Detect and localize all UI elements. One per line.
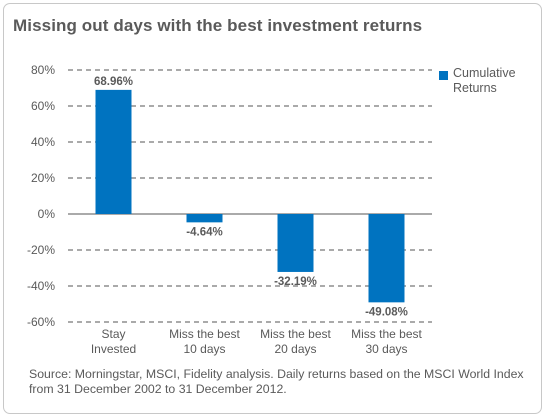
x-category-label: Miss the best	[351, 327, 422, 341]
bar	[368, 214, 405, 303]
y-tick-label: 40%	[31, 135, 55, 149]
x-category-label: 10 days	[183, 342, 225, 356]
x-category-label: Stay	[101, 327, 125, 341]
source-note: Source: Morningstar, MSCI, Fidelity anal…	[29, 367, 524, 396]
legend-label: Cumulative Returns	[453, 66, 516, 95]
chart-title: Missing out days with the best investmen…	[13, 16, 423, 35]
data-label: -49.08%	[365, 306, 408, 318]
y-tick-label: -40%	[27, 279, 55, 293]
x-category-label: Invested	[91, 342, 136, 356]
y-tick-label: -60%	[27, 315, 55, 329]
x-category-label: 20 days	[274, 342, 316, 356]
y-tick-label: 60%	[31, 99, 55, 113]
y-tick-label: 0%	[38, 207, 56, 221]
chart-frame	[3, 3, 542, 414]
bar	[277, 214, 314, 272]
x-category-label: Miss the best	[260, 327, 331, 341]
x-category-label: 30 days	[365, 342, 407, 356]
y-tick-label: 80%	[31, 63, 55, 77]
bar-layer	[95, 89, 405, 303]
y-tick-label: 20%	[31, 171, 55, 185]
legend: Cumulative Returns	[439, 66, 533, 96]
y-tick-label: -20%	[27, 243, 55, 257]
legend-swatch	[439, 71, 448, 80]
x-category-label: Miss the best	[169, 327, 240, 341]
data-label-layer: 68.96% -4.64% -32.19% -49.08%	[94, 76, 408, 318]
bar	[95, 89, 132, 214]
data-label: 68.96%	[94, 76, 133, 88]
bar	[186, 214, 223, 223]
data-label: -4.64%	[186, 226, 222, 238]
y-axis: 80% 60% 40% 20% 0% -20% -40% -60%	[27, 63, 55, 329]
data-label: -32.19%	[274, 276, 317, 288]
